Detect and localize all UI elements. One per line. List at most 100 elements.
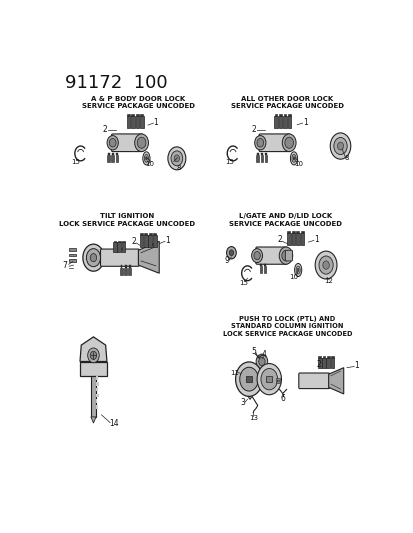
Text: 7: 7 [63,261,67,270]
Text: PUSH TO LOCK (PTL) AND
STANDARD COLUMN IGNITION
LOCK SERVICE PACKAGE UNCODED: PUSH TO LOCK (PTL) AND STANDARD COLUMN I… [222,316,351,337]
Circle shape [314,251,336,279]
Ellipse shape [295,266,299,274]
Bar [291,233,294,245]
Text: 2: 2 [277,235,281,244]
Polygon shape [91,417,96,423]
Bar [121,243,125,252]
Bar [115,155,118,163]
Bar [287,116,291,127]
Bar [111,155,114,163]
Bar [140,114,143,116]
Bar [126,116,130,127]
Bar [148,232,151,235]
Bar [264,264,266,266]
Text: TILT IGNITION
LOCK SERVICE PACKAGE UNCODED: TILT IGNITION LOCK SERVICE PACKAGE UNCOD… [59,213,195,227]
Bar [135,116,139,127]
Bar [274,114,277,116]
Bar [330,358,333,368]
Bar [282,116,286,127]
Circle shape [282,134,295,151]
Bar [128,268,131,275]
Bar [276,377,280,380]
Bar [120,268,122,275]
Circle shape [134,134,148,151]
Text: 2: 2 [316,360,320,369]
Bar [69,248,76,251]
Bar [116,153,118,155]
FancyBboxPatch shape [285,251,292,261]
Bar [112,153,114,155]
Bar [135,114,138,116]
Bar [96,405,98,409]
Ellipse shape [144,155,148,162]
Bar [127,114,130,116]
Bar [278,116,282,127]
FancyBboxPatch shape [100,249,139,266]
Circle shape [174,155,179,162]
Bar [131,114,134,116]
Bar [295,233,299,245]
Ellipse shape [142,152,150,165]
Circle shape [86,248,100,266]
Bar [317,358,321,368]
Bar [113,243,116,252]
Bar [129,265,131,268]
Circle shape [333,138,347,155]
Circle shape [256,354,267,369]
Bar [283,114,286,116]
FancyBboxPatch shape [298,373,329,389]
Bar [96,388,97,391]
Bar [131,116,134,127]
Text: 14: 14 [109,418,119,427]
Circle shape [137,137,145,148]
Bar [264,155,267,163]
Circle shape [256,139,263,147]
Circle shape [168,147,185,170]
Text: 10: 10 [145,160,154,167]
Bar [259,266,261,273]
Bar [107,155,109,163]
Text: 15: 15 [71,159,80,165]
Bar [265,153,266,155]
Circle shape [284,137,293,148]
Bar [300,233,304,245]
Bar [287,114,290,116]
Ellipse shape [145,157,147,160]
Circle shape [253,252,260,260]
Circle shape [322,261,329,269]
Ellipse shape [290,152,297,165]
Bar [153,235,156,247]
Bar [124,268,126,275]
Bar [322,356,325,358]
Text: 15: 15 [238,280,247,286]
Text: 6: 6 [280,393,285,402]
Bar [260,155,263,163]
Bar [330,356,333,358]
Circle shape [107,135,118,150]
Ellipse shape [291,155,295,162]
Circle shape [256,364,281,395]
Text: 1: 1 [164,236,169,245]
Bar [148,235,152,247]
Bar [287,230,290,233]
Text: A & P BODY DOOR LOCK
SERVICE PACKAGE UNCODED: A & P BODY DOOR LOCK SERVICE PACKAGE UNC… [82,95,195,109]
Polygon shape [80,361,107,376]
Bar [260,264,261,266]
Bar [318,356,320,358]
Bar [108,153,109,155]
Ellipse shape [292,157,294,160]
Bar [153,232,156,235]
Text: 1: 1 [354,361,358,370]
Text: 15: 15 [225,159,234,165]
Bar [321,358,325,368]
Circle shape [171,151,182,166]
Bar [96,393,98,397]
Bar [140,116,143,127]
Text: 8: 8 [344,155,348,161]
FancyBboxPatch shape [111,134,142,151]
Bar [96,382,99,386]
Polygon shape [328,368,343,394]
Polygon shape [138,241,159,273]
Circle shape [226,247,236,259]
Bar [256,155,259,163]
